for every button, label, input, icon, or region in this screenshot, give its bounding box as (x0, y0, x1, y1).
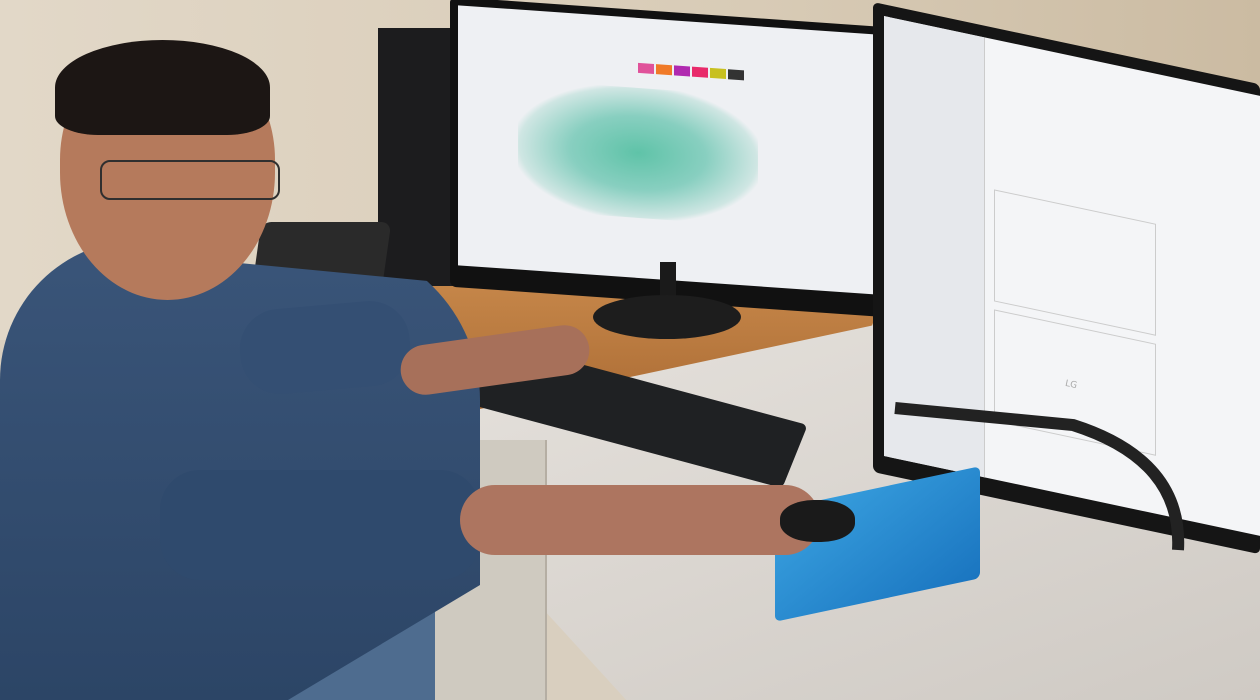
person-right-arm (160, 470, 480, 580)
eyeglasses (100, 160, 280, 200)
person-right-forearm (460, 485, 820, 555)
monitor-brand-logo: LG (1064, 378, 1078, 392)
color-swatch (728, 69, 744, 81)
color-swatch (710, 67, 726, 80)
person-hair (55, 40, 270, 135)
person-left-arm (236, 297, 414, 398)
left-monitor-screen (458, 5, 878, 295)
scatter-plot-image (518, 79, 758, 227)
monitor-stand (593, 262, 741, 339)
curved-monitor-stand (894, 402, 1185, 551)
color-swatch (692, 66, 708, 78)
computer-mouse (780, 500, 855, 542)
color-swatch (638, 62, 654, 75)
color-swatch (674, 65, 690, 77)
color-swatch (656, 64, 672, 76)
